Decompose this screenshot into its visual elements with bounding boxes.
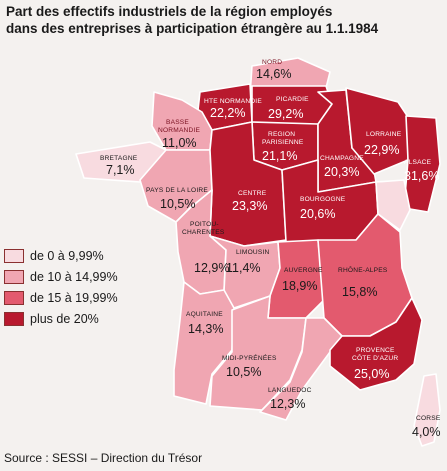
label-alsace: ALSACE (404, 159, 432, 166)
value-basse-normandie: 11,0% (162, 136, 197, 150)
value-haute-normandie: 22,2% (210, 106, 245, 120)
value-limousin: 11,4% (226, 261, 261, 275)
label-bretagne: BRETAGNE (100, 155, 138, 162)
label-auvergne: AUVERGNE (284, 267, 323, 274)
legend-label-cat4: plus de 20% (30, 311, 99, 326)
legend-item-cat4: plus de 20% (4, 308, 118, 329)
region-labels: NORD 14,6% HTE NORMANDIE 22,2% PICARDIE … (100, 59, 441, 439)
label-lorraine: LORRAINE (366, 131, 402, 138)
value-bourgogne: 20,6% (300, 207, 335, 221)
value-aquitaine: 14,3% (188, 322, 223, 336)
label-centre: CENTRE (238, 190, 267, 197)
label-provence-1: PROVENCE (356, 347, 395, 354)
value-midi-pyrenees: 10,5% (226, 365, 261, 379)
label-midi-pyrenees: MIDI-PYRÉNÉES (222, 353, 277, 362)
value-alsace: 31,6% (404, 169, 439, 183)
region-languedoc[interactable] (259, 317, 343, 421)
label-languedoc: LANGUEDOC (268, 387, 312, 394)
region-alsace[interactable] (403, 115, 441, 213)
source-credit: Source : SESSI – Direction du Trésor (4, 451, 203, 465)
value-languedoc: 12,3% (270, 397, 305, 411)
label-picardie: PICARDIE (276, 96, 309, 103)
label-corse: CORSE (416, 415, 441, 422)
label-poitou-2: CHARENTES (182, 229, 225, 236)
region-provence[interactable] (329, 297, 423, 391)
value-region-parisienne: 21,1% (262, 149, 297, 163)
value-auvergne: 18,9% (282, 279, 317, 293)
legend-label-cat3: de 15 à 19,99% (30, 290, 118, 305)
legend-item-cat2: de 10 à 14,99% (4, 266, 118, 287)
label-poitou-1: POITOU- (190, 221, 219, 228)
value-bretagne: 7,1% (106, 163, 135, 177)
map-title: Part des effectifs industriels de la rég… (6, 3, 436, 37)
map-title-line-1: Part des effectifs industriels de la rég… (6, 4, 333, 19)
value-provence: 25,0% (354, 367, 389, 381)
value-poitou-charentes: 12,9% (194, 261, 229, 275)
legend-label-cat2: de 10 à 14,99% (30, 269, 118, 284)
region-corse[interactable] (413, 373, 441, 447)
value-lorraine: 22,9% (364, 143, 399, 157)
value-picardie: 29,2% (268, 107, 303, 121)
legend-swatch-cat4 (4, 311, 24, 326)
label-region-parisienne-1: REGION (268, 131, 295, 138)
label-basse-normandie-1: BASSE (166, 119, 189, 126)
legend-swatch-cat2 (4, 269, 24, 284)
map-title-line-2: dans des entreprises à participation étr… (6, 21, 379, 36)
legend: de 0 à 9,99% de 10 à 14,99% de 15 à 19,9… (4, 245, 118, 329)
legend-swatch-cat1 (4, 248, 24, 263)
value-champagne: 20,3% (324, 165, 359, 179)
label-aquitaine: AQUITAINE (186, 311, 223, 318)
region-aquitaine[interactable] (173, 281, 235, 405)
label-provence-2: CÔTE D'AZUR (352, 353, 398, 362)
label-bourgogne: BOURGOGNE (300, 196, 346, 203)
value-rhone-alpes: 15,8% (342, 285, 377, 299)
label-region-parisienne-2: PARISIENNE (262, 139, 304, 146)
label-rhone-alpes: RHÔNE-ALPES (338, 265, 388, 274)
label-haute-normandie: HTE NORMANDIE (204, 98, 262, 105)
label-champagne: CHAMPAGNE (320, 155, 364, 162)
legend-item-cat1: de 0 à 9,99% (4, 245, 118, 266)
label-basse-normandie-2: NORMANDIE (158, 127, 200, 134)
value-centre: 23,3% (232, 199, 267, 213)
legend-item-cat3: de 15 à 19,99% (4, 287, 118, 308)
label-pays-de-la-loire: PAYS DE LA LOIRE (146, 187, 208, 194)
value-pays-de-la-loire: 10,5% (160, 197, 195, 211)
legend-label-cat1: de 0 à 9,99% (30, 248, 104, 263)
value-nord: 14,6% (256, 67, 291, 81)
region-franche-comte[interactable] (375, 179, 411, 231)
legend-swatch-cat3 (4, 290, 24, 305)
value-corse: 4,0% (412, 425, 441, 439)
label-nord: NORD (262, 59, 282, 66)
label-limousin: LIMOUSIN (236, 249, 270, 256)
